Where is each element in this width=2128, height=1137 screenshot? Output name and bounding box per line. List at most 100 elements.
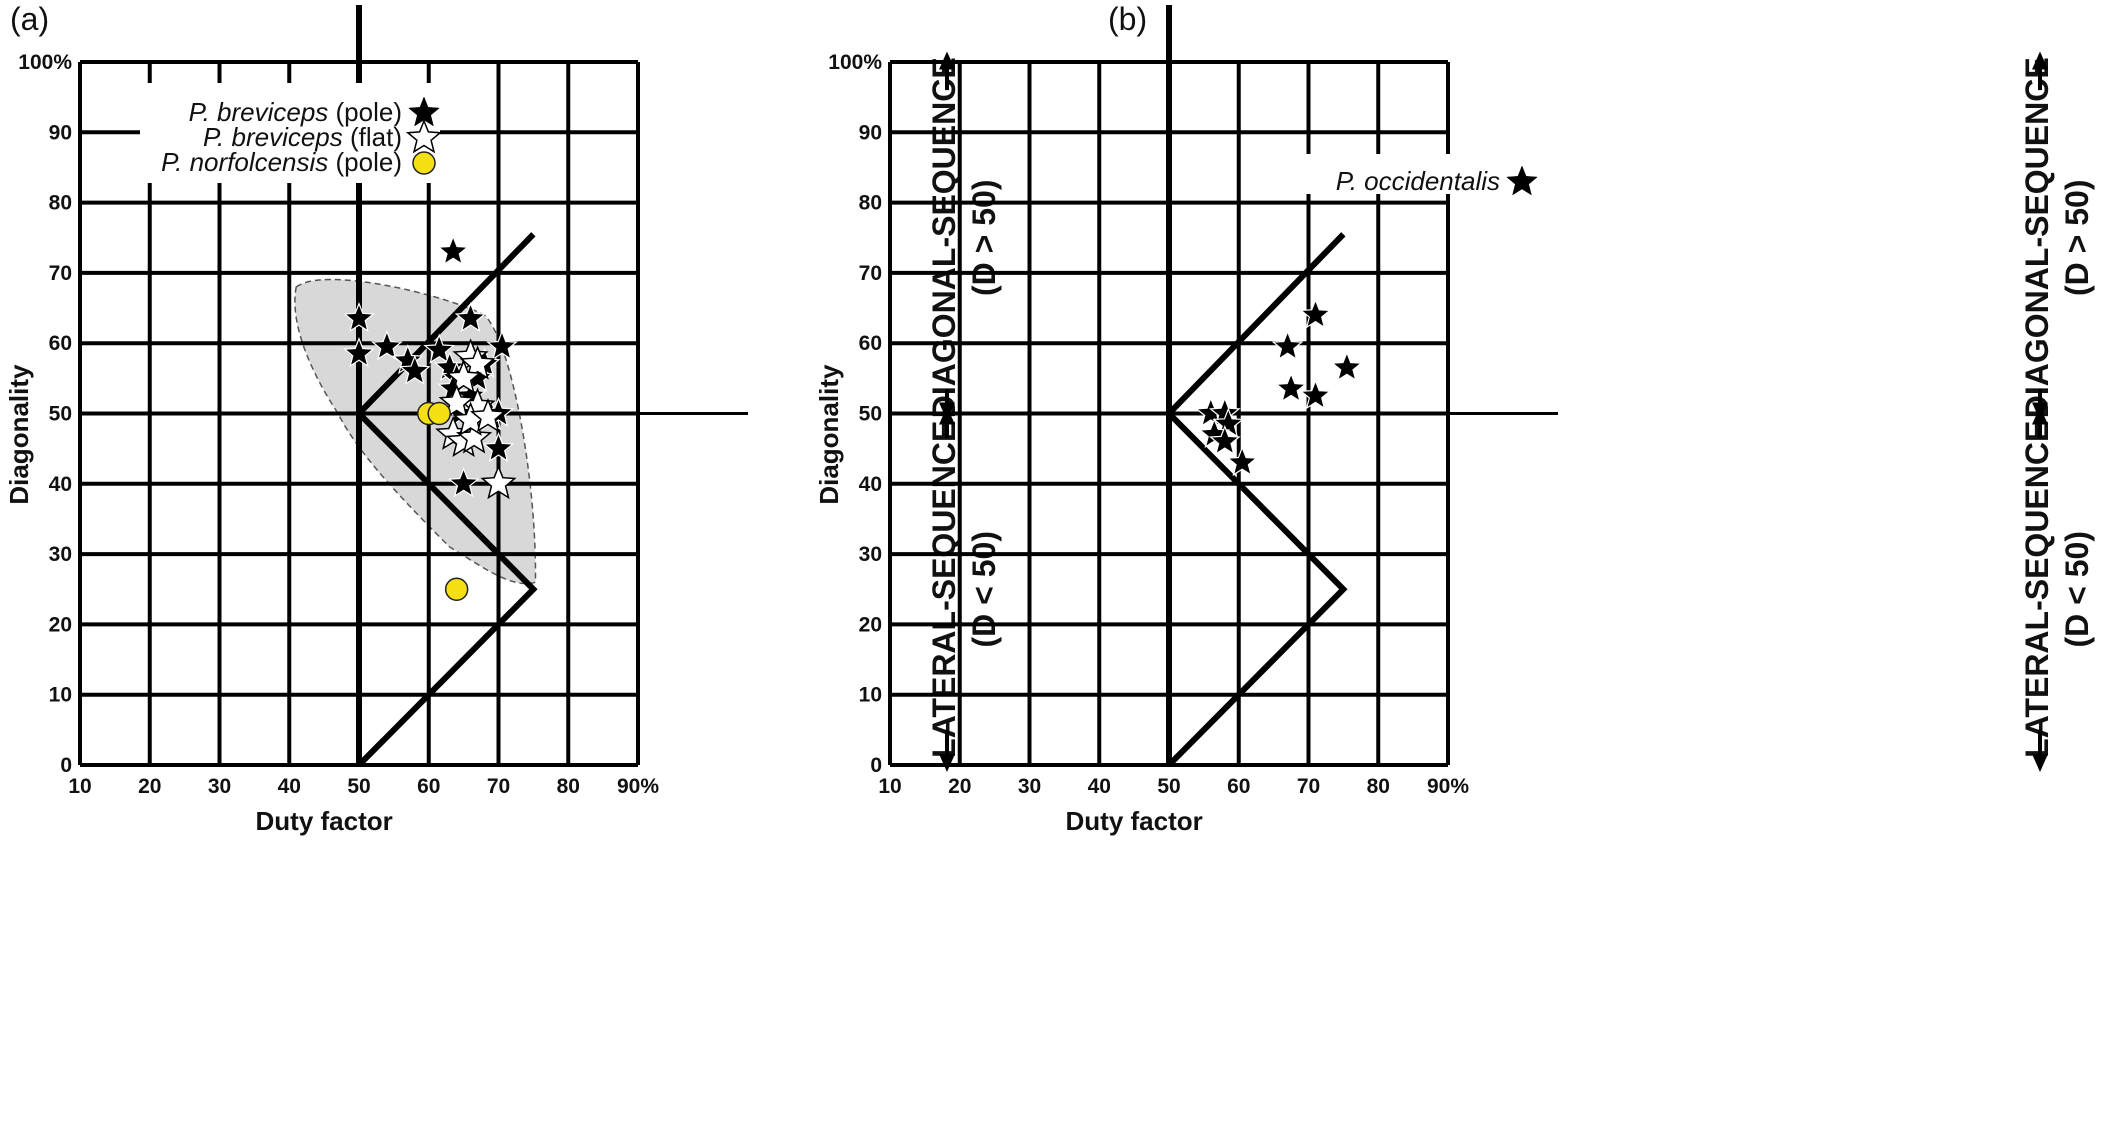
y-tick-label: 80 (49, 192, 72, 215)
y-axis-title: Diagonality (814, 364, 844, 505)
gait-boundary (354, 232, 538, 768)
y-tick-label: 90 (49, 121, 72, 144)
legend-label: P. breviceps (pole) (189, 97, 402, 127)
x-tick-label: 90% (617, 775, 659, 798)
data-points (1195, 298, 1363, 477)
x-tick-label: 70 (487, 775, 510, 798)
legend: P. occidentalis (1256, 154, 1548, 196)
data-point-star (371, 330, 403, 361)
legend: P. breviceps (pole)P. breviceps (flat)P.… (140, 83, 443, 183)
data-point-open-star (470, 397, 507, 433)
arrow-up-top-head (2032, 51, 2048, 70)
x-tick-label: 90% (1427, 775, 1469, 798)
data-points (343, 235, 518, 601)
x-axis-title: Duty factor (1066, 806, 1203, 836)
x-tick-label: 30 (208, 775, 231, 798)
arrow-down-bottom-head (2032, 753, 2048, 772)
lateral-sequence-sublabel: (D < 50) (2059, 531, 2095, 647)
data-point-star (1271, 330, 1304, 361)
data-point-star (1331, 351, 1363, 382)
x-tick-label: 10 (68, 775, 91, 798)
lateral-sequence-label: LATERAL-SEQUENCE (926, 421, 962, 758)
data-point-star (1299, 298, 1332, 329)
y-tick-label: 20 (859, 613, 882, 636)
legend-label: P. occidentalis (1336, 166, 1500, 196)
x-axis-title: Duty factor (256, 806, 393, 836)
y-axis-title: Diagonality (4, 364, 34, 505)
gait-boundary (1164, 232, 1348, 768)
diagonal-sequence-sublabel: (D > 50) (966, 180, 1002, 296)
data-point-open-star (445, 359, 482, 394)
y-tick-label: 30 (49, 543, 72, 566)
data-point-open-star (438, 384, 475, 419)
y-tick-label: 50 (49, 403, 72, 426)
legend-species-name: P. breviceps (203, 122, 343, 152)
legend-marker-circle (412, 151, 436, 175)
x-tick-label: 30 (1018, 775, 1041, 798)
y-tick-label: 40 (49, 473, 72, 496)
y-tick-label: 40 (859, 473, 882, 496)
legend-background (1256, 154, 1548, 194)
data-point-star (398, 354, 431, 385)
data-point-star (486, 330, 518, 361)
y-tick-label: 90 (859, 121, 882, 144)
data-point-star (482, 431, 515, 463)
x-tick-label: 50 (1157, 775, 1180, 798)
data-point-circle (427, 401, 451, 426)
x-tick-label: 60 (417, 775, 440, 798)
x-tick-label: 60 (1227, 775, 1250, 798)
y-tick-label: 60 (859, 332, 882, 355)
legend-suffix: (pole) (328, 97, 402, 127)
y-tick-label: 60 (49, 332, 72, 355)
y-tick-label: 20 (49, 613, 72, 636)
diagonal-sequence-label: DIAGONAL-SEQUENCE (926, 57, 962, 418)
arrow-up-mid-head (2032, 406, 2048, 425)
data-point-star (1208, 424, 1241, 456)
data-point-star (437, 235, 469, 266)
x-tick-label: 20 (138, 775, 161, 798)
panel-label: (a) (10, 1, 49, 37)
x-tick-label: 40 (278, 775, 301, 798)
x-tick-label: 20 (948, 775, 971, 798)
legend-background (140, 83, 440, 183)
arrow-up-mid-head (939, 406, 955, 425)
x-tick-label: 10 (878, 775, 901, 798)
chart-panel-b: (b)10 20 30 40 50 60 70 80 90%010203040506070809… (814, 1, 2095, 836)
legend-species-name: P. breviceps (189, 97, 329, 127)
legend-label: P. breviceps (flat) (203, 122, 402, 152)
lateral-sequence-sublabel: (D < 50) (966, 531, 1002, 647)
x-tick-label: 80 (557, 775, 580, 798)
legend-species-name: P. occidentalis (1336, 166, 1500, 196)
legend-suffix: (pole) (328, 147, 402, 177)
panel-label: (b) (1108, 1, 1147, 37)
y-tick-label: 80 (859, 192, 882, 215)
legend-marker-open-star (405, 118, 443, 154)
y-tick-label: 70 (49, 262, 72, 285)
lateral-sequence-label: LATERAL-SEQUENCE (2019, 421, 2055, 758)
y-tick-label: 100% (18, 51, 72, 74)
legend-suffix: (flat) (343, 122, 402, 152)
legend-label: P. norfolcensis (pole) (161, 147, 402, 177)
x-tick-label: 50 (347, 775, 370, 798)
y-tick-label: 50 (859, 403, 882, 426)
data-point-star (1226, 446, 1259, 477)
x-tick-label: 40 (1088, 775, 1111, 798)
y-tick-label: 30 (859, 543, 882, 566)
data-point-star (1299, 379, 1332, 410)
region-labels: DIAGONAL-SEQUENCE (D > 50) LATERAL-SEQUENC… (2019, 51, 2095, 772)
diagonal-sequence-label: DIAGONAL-SEQUENCE (2019, 57, 2055, 418)
x-tick-label: 70 (1297, 775, 1320, 798)
y-tick-label: 10 (49, 684, 72, 707)
data-point-star (343, 337, 375, 368)
y-tick-label: 10 (859, 684, 882, 707)
legend-marker-star (1506, 165, 1538, 196)
data-point-star (447, 467, 480, 498)
y-tick-label: 70 (859, 262, 882, 285)
x-tick-label: 80 (1367, 775, 1390, 798)
data-point-star (343, 301, 375, 333)
y-tick-label: 0 (870, 754, 882, 777)
data-point-circle (444, 577, 469, 601)
y-tick-label: 0 (60, 754, 72, 777)
legend-species-name: P. norfolcensis (161, 147, 328, 177)
